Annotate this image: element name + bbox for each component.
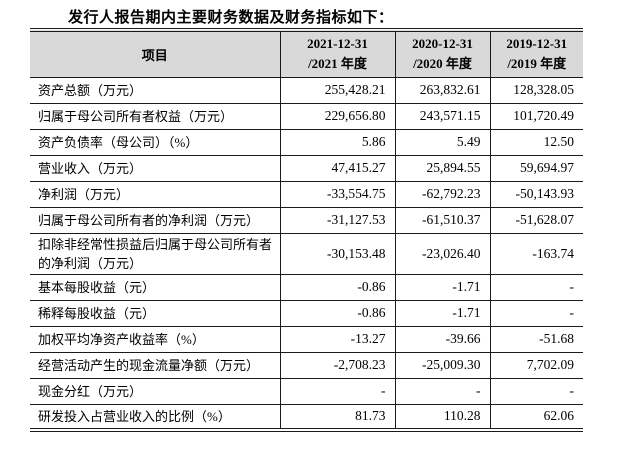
period-year: /2021 年度: [308, 56, 367, 72]
row-value-cell: 47,415.27: [279, 155, 395, 182]
table-header-row: 项目 2021-12-31 /2021 年度 2020-12-31 /2020 …: [30, 30, 583, 78]
header-cell-period-2019: 2019-12-31 /2019 年度: [489, 30, 583, 78]
table-row: 基本每股收益（元） -0.86 -1.71-: [30, 274, 583, 301]
row-label-cell: 现金分红（万元）: [30, 378, 280, 405]
row-value-cell: -51.68: [489, 326, 583, 353]
table-row: 扣除非经常性损益后归属于母公司所有者的净利润（万元） -30,153.48 -23,…: [30, 233, 583, 275]
row-value-cell: 101,720.49: [489, 103, 583, 130]
row-value-cell: -62,792.23: [394, 181, 490, 208]
row-value-cell: -: [489, 378, 583, 405]
header-cell-item: 项目: [30, 30, 280, 78]
row-value-cell: 263,832.61: [394, 77, 490, 104]
row-value-cell: 81.73: [279, 404, 395, 431]
row-value-cell: 229,656.80: [279, 103, 395, 130]
table-row: 研发投入占营业收入的比例（%） 81.73 110.28 62.06: [30, 404, 583, 431]
row-label-cell: 净利润（万元）: [30, 181, 280, 208]
row-value-cell: -1.71: [394, 274, 490, 301]
table-row: 净利润（万元） -33,554.75 -62,792.23 -50,143.93: [30, 181, 583, 208]
table-row: 加权平均净资产收益率（%） -13.27 -39.66 -51.68: [30, 326, 583, 353]
period-year: /2019 年度: [507, 56, 567, 72]
row-value-cell: -33,554.75: [279, 181, 395, 208]
row-value-cell: -61,510.37: [394, 207, 490, 234]
row-value-cell: 5.49: [394, 129, 490, 156]
table-body: 资产总额（万元） 255,428.21 263,832.61 128,328.05 归属…: [30, 77, 583, 431]
header-cell-period-2021: 2021-12-31 /2021 年度: [279, 30, 395, 78]
section-title: 发行人报告期内主要财务数据及财务指标如下：: [68, 10, 394, 26]
row-value-cell: 59,694.97: [489, 155, 583, 182]
row-label-cell: 归属于母公司所有者权益（万元）: [30, 103, 280, 130]
row-value-cell: -50,143.93: [489, 181, 583, 208]
header-cell-period-2020: 2020-12-31 /2020 年度: [394, 30, 490, 78]
row-label-cell: 加权平均净资产收益率（%）: [30, 326, 280, 353]
row-label-cell: 扣除非经常性损益后归属于母公司所有者的净利润（万元）: [30, 233, 280, 275]
table-row: 现金分红（万元） - - -: [30, 378, 583, 405]
row-value-cell: -0.86: [279, 300, 395, 327]
row-value-cell: -51,628.07: [489, 207, 583, 234]
row-label-cell: 资产总额（万元）: [30, 77, 280, 104]
table-row: 资产总额（万元） 255,428.21 263,832.61 128,328.05: [30, 77, 583, 104]
row-value-cell: 7,702.09: [489, 352, 583, 379]
row-value-cell: -1.71: [394, 300, 490, 327]
financial-data-table: 项目 2021-12-31 /2021 年度 2020-12-31 /2020 …: [30, 28, 583, 432]
row-value-cell: 243,571.15: [394, 103, 490, 130]
table-row: 营业收入（万元） 47,415.27 25,894.55 59,694.97: [30, 155, 583, 182]
row-label-cell: 稀释每股收益（元）: [30, 300, 280, 327]
row-value-cell: -2,708.23: [279, 352, 395, 379]
row-value-cell: 25,894.55: [394, 155, 490, 182]
row-value-cell: -30,153.48: [279, 233, 395, 275]
row-value-cell: -23,026.40: [394, 233, 490, 275]
row-value-cell: 5.86: [279, 129, 395, 156]
row-value-cell: -31,127.53: [279, 207, 395, 234]
period-date: 2020-12-31: [412, 36, 473, 52]
row-label-cell: 研发投入占营业收入的比例（%）: [30, 404, 280, 431]
row-value-cell: -: [279, 378, 395, 405]
row-label-cell: 基本每股收益（元）: [30, 274, 280, 301]
row-label-cell: 归属于母公司所有者的净利润（万元）: [30, 207, 280, 234]
table-row: 归属于母公司所有者权益（万元） 229,656.80 243,571.15 101,7…: [30, 103, 583, 130]
table-row: 稀释每股收益（元） -0.86 -1.71-: [30, 300, 583, 327]
row-value-cell: -: [489, 300, 583, 327]
row-value-cell: -39.66: [394, 326, 490, 353]
table-row: 资产负债率（母公司）（%） 5.86 5.49 12.50: [30, 129, 583, 156]
row-value-cell: -: [489, 274, 583, 301]
row-label-cell: 经营活动产生的现金流量净额（万元）: [30, 352, 280, 379]
period-date: 2019-12-31: [506, 36, 568, 52]
table-row: 归属于母公司所有者的净利润（万元） -31,127.53 -61,510.37 -51…: [30, 207, 583, 234]
row-value-cell: -163.74: [489, 233, 583, 275]
row-value-cell: 110.28: [394, 404, 490, 431]
row-label-cell: 营业收入（万元）: [30, 155, 280, 182]
row-value-cell: -13.27: [279, 326, 395, 353]
row-value-cell: -0.86: [279, 274, 395, 301]
table-row: 经营活动产生的现金流量净额（万元） -2,708.23 -25,009.30 7,70…: [30, 352, 583, 379]
row-value-cell: 62.06: [489, 404, 583, 431]
row-label-cell: 资产负债率（母公司）（%）: [30, 129, 280, 156]
row-value-cell: 128,328.05: [489, 77, 583, 104]
row-value-cell: -25,009.30: [394, 352, 490, 379]
row-value-cell: 12.50: [489, 129, 583, 156]
period-date: 2021-12-31: [307, 36, 368, 52]
period-year: /2020 年度: [413, 56, 472, 72]
row-value-cell: -: [394, 378, 490, 405]
row-value-cell: 255,428.21: [279, 77, 395, 104]
